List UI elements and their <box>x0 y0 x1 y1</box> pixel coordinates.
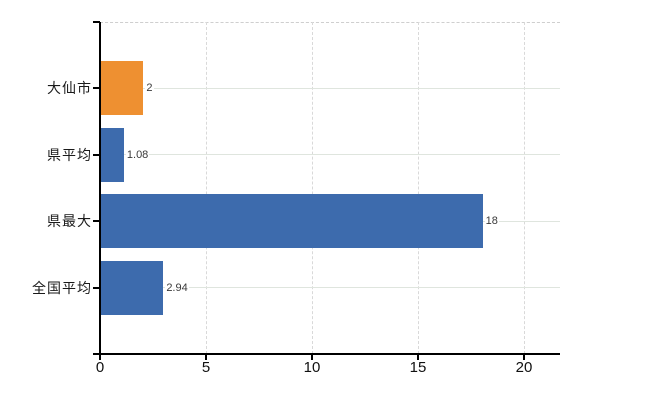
y-axis-tick <box>93 220 99 223</box>
gridline-vertical <box>206 22 207 354</box>
y-axis-tick <box>93 87 99 90</box>
category-label: 県平均 <box>47 146 92 163</box>
y-axis-tick <box>93 286 99 289</box>
y-axis-line <box>99 22 101 354</box>
value-label: 18 <box>484 214 499 229</box>
value-label: 2 <box>145 81 154 96</box>
y-axis-tick <box>93 153 99 156</box>
chart-bar <box>101 260 164 315</box>
x-axis-tick <box>311 355 313 360</box>
value-label: 1.08 <box>125 147 150 162</box>
gridline-horizontal <box>101 287 560 289</box>
plot-top-border <box>100 22 560 23</box>
x-tick-label: 5 <box>201 359 211 376</box>
value-label: 2.94 <box>165 280 189 295</box>
gridline-horizontal <box>101 87 560 89</box>
gridline-horizontal <box>101 154 560 156</box>
x-axis-line <box>93 353 560 355</box>
chart-bar <box>101 127 124 182</box>
chart-bar <box>101 194 483 249</box>
gridline-vertical <box>418 22 419 354</box>
gridline-vertical <box>312 22 313 354</box>
gridline-vertical <box>524 22 525 354</box>
x-tick-label: 20 <box>515 359 533 376</box>
x-tick-label: 15 <box>409 359 427 376</box>
x-tick-label: 0 <box>95 359 105 376</box>
category-label: 県最大 <box>47 213 92 230</box>
category-label: 大仙市 <box>47 80 92 97</box>
chart-bar <box>101 61 144 116</box>
x-tick-label: 10 <box>303 359 321 376</box>
y-axis-top-tick <box>93 21 100 23</box>
category-label: 全国平均 <box>32 279 92 296</box>
x-axis-tick <box>205 355 207 360</box>
x-axis-tick <box>523 355 525 360</box>
x-axis-tick <box>99 355 101 360</box>
x-axis-tick <box>417 355 419 360</box>
